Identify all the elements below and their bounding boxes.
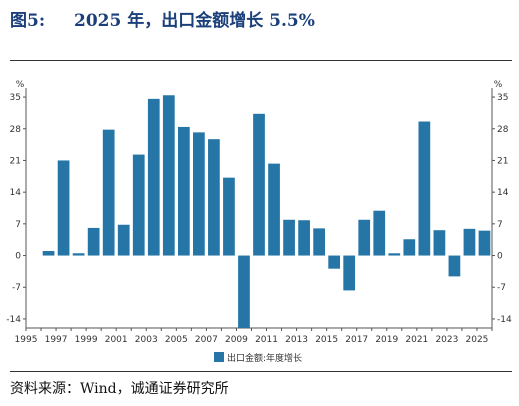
x-tick-label: 2021	[405, 335, 428, 345]
chart-axes: % % 35 35 28 28 21 21 14 14 7 7 0 0 -7 -7 -14 -14 1995 1997…	[6, 80, 512, 345]
bottom-rule	[10, 371, 512, 372]
bar-2005	[177, 126, 190, 256]
x-tick-label: 2013	[285, 335, 308, 345]
legend-swatch	[214, 352, 224, 362]
bar-2023	[448, 255, 461, 277]
x-tick-label: 2001	[105, 335, 128, 345]
x-tick-label: 2005	[165, 335, 188, 345]
bar-1999	[87, 227, 100, 256]
bar-2010	[253, 113, 265, 256]
x-tick-label: 2003	[135, 335, 158, 345]
y-tick-label-right: 28	[497, 125, 509, 135]
y-tick-label-right: 14	[497, 188, 509, 198]
y-tick-label-right: 7	[497, 220, 503, 230]
figure-title-text: 2025 年，出口金额增长 5.5%	[74, 11, 315, 31]
y-tick-label-right: 35	[497, 93, 508, 103]
bar-2015	[328, 255, 341, 269]
bar-2011	[268, 163, 280, 256]
y-tick-label-left: 0	[15, 252, 21, 262]
source-note: 资料来源：Wind，诚通证券研究所	[10, 381, 229, 397]
bar-1998	[72, 253, 85, 256]
x-tick-label: 2025	[466, 335, 489, 345]
bar-2016	[343, 255, 356, 291]
chart-legend: 出口金额:年度增长	[214, 352, 302, 364]
chart-bars	[42, 95, 491, 328]
y-tick-label-left: -7	[12, 283, 21, 293]
bar-2025	[478, 230, 491, 256]
bar-2008	[223, 177, 235, 256]
x-tick-label: 2023	[435, 335, 458, 345]
export-growth-bar-chart: % % 35 35 28 28 21 21 14 14 7 7 0 0 -7 -7 -14 -14 1995 1997…	[6, 80, 512, 364]
bar-2001	[117, 224, 130, 256]
y-tick-label-left: 7	[15, 220, 21, 230]
bar-2018	[373, 210, 386, 256]
bar-2009	[238, 255, 250, 328]
bar-2012	[283, 219, 295, 256]
y-tick-label-right: -7	[497, 283, 506, 293]
x-tick-label: 2017	[345, 335, 368, 345]
bar-2007	[208, 139, 220, 256]
bar-2020	[403, 239, 416, 256]
bar-2006	[193, 132, 205, 256]
x-tick-label: 2011	[255, 335, 278, 345]
x-tick-label: 1995	[15, 335, 38, 345]
bar-2021	[418, 121, 431, 256]
y-tick-label-left: 28	[10, 125, 22, 135]
bar-1996	[42, 251, 55, 256]
y-unit-left: %	[16, 80, 25, 90]
bar-1997	[57, 160, 70, 256]
bar-2000	[102, 129, 115, 256]
bar-2013	[298, 220, 310, 256]
figure-title: 图5: 2025 年，出口金额增长 5.5%	[10, 6, 515, 31]
x-tick-label: 2009	[225, 335, 248, 345]
bar-2014	[313, 228, 325, 256]
x-tick-label: 2015	[315, 335, 338, 345]
figure-label: 图5:	[10, 11, 46, 31]
bar-2004	[162, 95, 175, 256]
legend-label: 出口金额:年度增长	[227, 352, 302, 364]
bar-2024	[463, 228, 476, 256]
x-tick-label: 2007	[195, 335, 218, 345]
top-rule	[10, 60, 512, 61]
bar-2002	[132, 154, 145, 256]
bar-2019	[388, 253, 401, 256]
x-tick-label: 1999	[75, 335, 98, 345]
y-tick-label-left: 35	[10, 93, 21, 103]
y-tick-label-right: -14	[497, 315, 512, 325]
x-tick-label: 2019	[375, 335, 398, 345]
bar-2017	[358, 219, 371, 256]
y-tick-label-right: 21	[497, 156, 508, 166]
y-tick-label-left: -14	[6, 315, 21, 325]
bar-2022	[433, 230, 446, 256]
y-unit-right: %	[494, 80, 503, 90]
y-tick-label-left: 21	[10, 156, 21, 166]
bar-2003	[147, 98, 160, 256]
x-tick-label: 1997	[45, 335, 68, 345]
y-tick-label-left: 14	[10, 188, 22, 198]
y-tick-label-right: 0	[497, 252, 503, 262]
